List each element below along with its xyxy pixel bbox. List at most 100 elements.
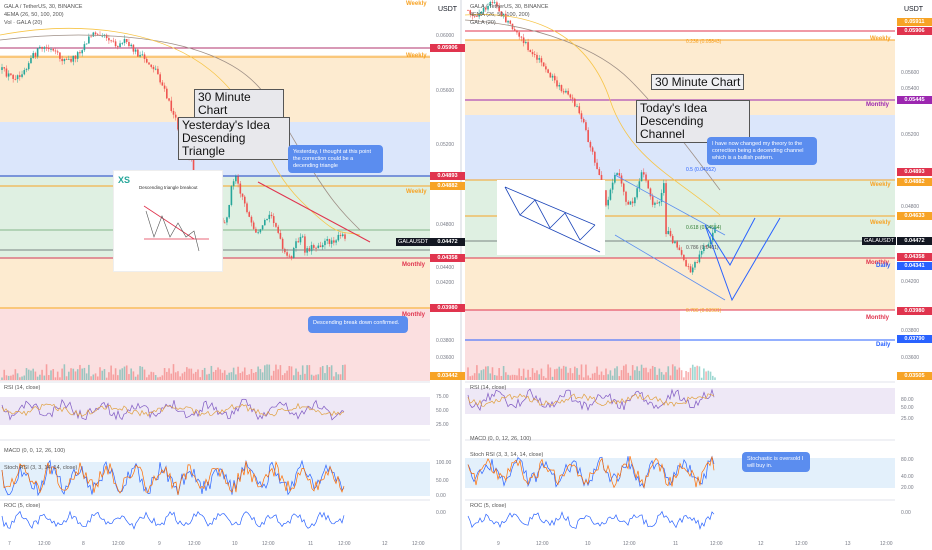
candle-body bbox=[491, 1, 494, 3]
candle-body bbox=[177, 117, 179, 130]
candle-body bbox=[698, 254, 701, 263]
volume-bar bbox=[206, 374, 208, 380]
candle-body bbox=[680, 250, 683, 255]
candle-body bbox=[487, 5, 489, 10]
candle-body bbox=[275, 223, 277, 227]
volume-bar bbox=[516, 375, 518, 380]
volume-bar bbox=[511, 374, 514, 380]
candle-body bbox=[150, 64, 153, 67]
candle-body bbox=[134, 49, 137, 52]
volume-bar bbox=[553, 369, 556, 380]
candle-body bbox=[694, 262, 696, 268]
volume-bar bbox=[125, 365, 128, 380]
volume-bar bbox=[638, 370, 641, 380]
right-symbol-header: GALA / TetherUS, 30, BINANCE bbox=[470, 4, 549, 10]
volume-bar bbox=[321, 365, 324, 380]
candle-body bbox=[148, 62, 150, 65]
candle-body bbox=[580, 113, 583, 119]
volume-bar bbox=[121, 368, 124, 380]
right-level-weekly-2: Weekly bbox=[870, 182, 891, 188]
volume-bar bbox=[676, 369, 678, 380]
candle-body bbox=[505, 13, 507, 23]
volume-bar bbox=[580, 364, 583, 380]
candle-body bbox=[121, 42, 124, 44]
volume-bar bbox=[68, 371, 70, 380]
volume-bar bbox=[585, 364, 587, 380]
volume-bar bbox=[689, 367, 692, 380]
candle-body bbox=[172, 110, 175, 115]
candle-body bbox=[137, 49, 139, 57]
candle-body bbox=[636, 188, 638, 198]
candle-body bbox=[600, 174, 603, 182]
candle-body bbox=[330, 240, 333, 244]
volume-bar bbox=[567, 372, 569, 380]
left-title-box: 30 Minute Chart bbox=[194, 89, 284, 119]
candle-body bbox=[634, 197, 636, 204]
left-x-label: 10 bbox=[232, 541, 238, 547]
candle-body bbox=[61, 58, 63, 62]
volume-bar bbox=[10, 375, 12, 380]
volume-bar bbox=[292, 375, 295, 380]
volume-bar bbox=[683, 377, 685, 380]
volume-bar bbox=[139, 366, 141, 380]
right-stoch-k-line bbox=[467, 455, 715, 489]
candle-body bbox=[507, 20, 509, 23]
left-level-monthly-2: Monthly bbox=[402, 312, 425, 318]
candle-body bbox=[571, 97, 574, 99]
candle-body bbox=[485, 7, 487, 10]
volume-bar bbox=[123, 366, 126, 380]
volume-bar bbox=[14, 369, 17, 380]
candle-body bbox=[56, 51, 59, 53]
candle-body bbox=[502, 13, 505, 17]
candle-body bbox=[243, 196, 246, 204]
volume-bar bbox=[301, 365, 304, 380]
right-level-monthly-1: Monthly bbox=[866, 102, 889, 108]
candle-body bbox=[480, 11, 483, 14]
right-stoch-tick: 80.00 bbox=[901, 457, 914, 463]
candle-body bbox=[317, 245, 320, 249]
volume-bar bbox=[310, 374, 313, 380]
volume-bar bbox=[469, 376, 472, 380]
candle-body bbox=[25, 69, 28, 71]
candle-body bbox=[553, 75, 556, 81]
volume-bar bbox=[482, 369, 485, 380]
candle-body bbox=[88, 36, 90, 44]
volume-bar bbox=[680, 370, 683, 380]
candle-body bbox=[295, 241, 297, 249]
volume-bar bbox=[627, 372, 630, 380]
left-rsi-tick: 50.00 bbox=[436, 408, 449, 414]
volume-bar bbox=[290, 366, 293, 380]
candle-body bbox=[656, 202, 658, 204]
volume-bar bbox=[649, 368, 652, 380]
volume-bar bbox=[487, 366, 489, 380]
left-price-tag: 0.04882 bbox=[430, 182, 465, 190]
candle-body bbox=[585, 122, 587, 131]
candle-body bbox=[545, 66, 547, 70]
candle-body bbox=[640, 172, 643, 182]
candle-body bbox=[319, 245, 322, 248]
volume-bar bbox=[328, 367, 331, 380]
right-rsi-ma-line bbox=[467, 393, 715, 407]
candle-body bbox=[96, 34, 99, 36]
candle-body bbox=[618, 173, 621, 176]
candle-body bbox=[709, 240, 712, 245]
candle-body bbox=[250, 216, 253, 223]
volume-bar bbox=[618, 376, 621, 380]
volume-bar bbox=[594, 372, 596, 380]
candle-body bbox=[261, 225, 264, 230]
candle-body bbox=[63, 59, 66, 62]
volume-bar bbox=[241, 371, 244, 380]
volume-bar bbox=[132, 371, 135, 380]
candle-body bbox=[159, 74, 161, 83]
right-channel-top bbox=[614, 174, 726, 236]
candle-body bbox=[228, 204, 230, 218]
candle-body bbox=[609, 189, 612, 200]
left-inset-image: XS Descending triangle breakout bbox=[113, 170, 223, 272]
right-x-label: 13 bbox=[845, 541, 851, 547]
volume-bar bbox=[217, 367, 219, 380]
volume-bar bbox=[711, 375, 714, 380]
volume-bar bbox=[538, 374, 541, 380]
candle-body bbox=[299, 236, 302, 243]
candle-body bbox=[616, 173, 618, 176]
left-x-label: 12:00 bbox=[262, 541, 275, 547]
